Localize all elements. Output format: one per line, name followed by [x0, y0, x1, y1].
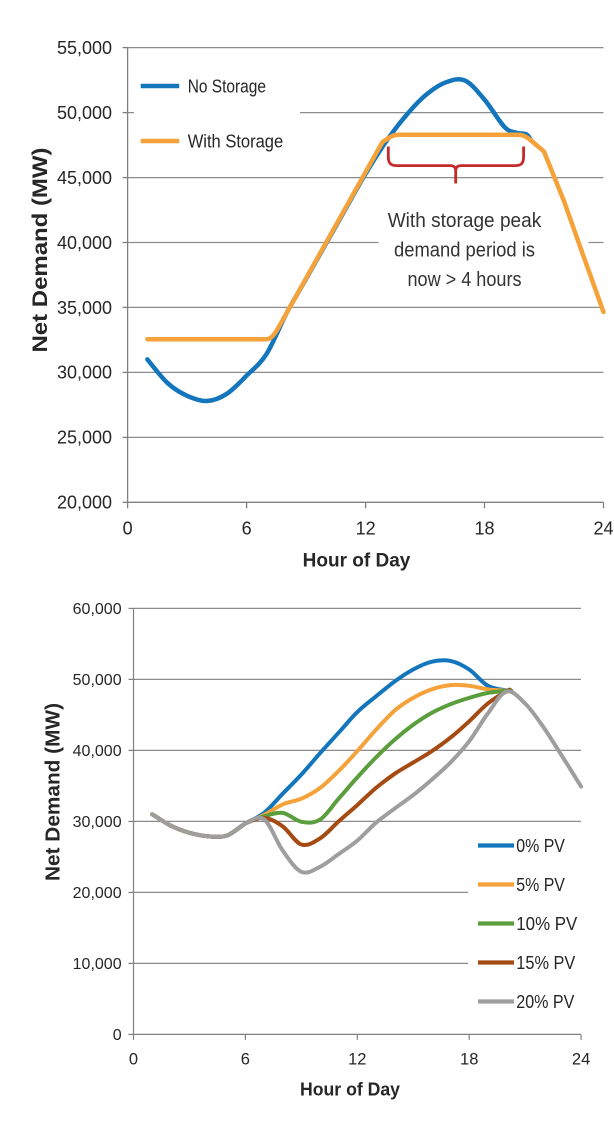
svg-text:30,000: 30,000	[57, 363, 112, 383]
svg-text:24: 24	[572, 1051, 590, 1069]
svg-text:40,000: 40,000	[73, 743, 122, 760]
svg-text:Net Demand (MW): Net Demand (MW)	[29, 148, 52, 353]
svg-text:6: 6	[242, 519, 252, 539]
svg-text:18: 18	[474, 519, 494, 539]
svg-text:Net Demand (MW): Net Demand (MW)	[43, 703, 65, 881]
svg-text:6: 6	[241, 1051, 250, 1069]
svg-text:55,000: 55,000	[57, 38, 112, 58]
svg-text:12: 12	[348, 1051, 366, 1069]
svg-text:15% PV: 15% PV	[516, 953, 575, 973]
svg-text:35,000: 35,000	[57, 298, 112, 318]
svg-text:45,000: 45,000	[57, 168, 112, 188]
svg-text:50,000: 50,000	[73, 672, 122, 689]
svg-text:50,000: 50,000	[57, 103, 112, 123]
svg-text:40,000: 40,000	[57, 233, 112, 253]
svg-text:10,000: 10,000	[73, 956, 122, 973]
svg-text:30,000: 30,000	[73, 814, 122, 831]
svg-text:0% PV: 0% PV	[516, 836, 565, 856]
svg-text:20,000: 20,000	[73, 885, 122, 902]
svg-text:Hour of Day: Hour of Day	[303, 551, 411, 572]
svg-text:5% PV: 5% PV	[516, 875, 565, 895]
svg-text:60,000: 60,000	[73, 601, 122, 618]
svg-text:With Storage: With Storage	[188, 131, 284, 152]
svg-text:now > 4 hours: now > 4 hours	[408, 269, 522, 291]
svg-text:With storage peak: With storage peak	[388, 210, 543, 232]
svg-text:No Storage: No Storage	[188, 76, 266, 97]
svg-text:0: 0	[123, 519, 133, 539]
svg-text:12: 12	[356, 519, 376, 539]
svg-text:18: 18	[460, 1051, 478, 1069]
svg-text:Hour of Day: Hour of Day	[300, 1079, 401, 1100]
svg-text:25,000: 25,000	[57, 428, 112, 448]
svg-text:demand period is: demand period is	[394, 240, 535, 262]
svg-text:0: 0	[113, 1027, 122, 1044]
svg-text:0: 0	[129, 1051, 138, 1069]
svg-text:20,000: 20,000	[57, 493, 112, 513]
svg-text:20% PV: 20% PV	[516, 992, 574, 1012]
svg-text:10% PV: 10% PV	[516, 914, 577, 934]
svg-text:24: 24	[593, 519, 613, 539]
